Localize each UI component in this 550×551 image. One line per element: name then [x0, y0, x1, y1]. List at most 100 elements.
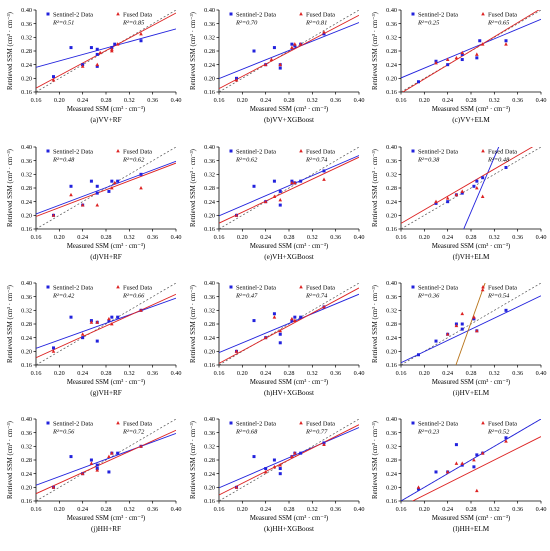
fused-point	[110, 451, 114, 455]
x-tick-label: 0.32	[124, 506, 135, 513]
fused-point	[234, 485, 239, 489]
x-tick-label: 0.28	[284, 506, 295, 513]
sentinel-fit-line	[219, 427, 359, 489]
sentinel-point	[95, 184, 99, 188]
legend-fused-marker	[481, 12, 485, 16]
x-tick-label: 0.32	[489, 370, 500, 377]
one-to-one-line	[36, 283, 176, 365]
legend-fused-marker	[299, 149, 303, 153]
y-tick-label: 0.28	[386, 48, 397, 55]
legend-sentinel-marker	[229, 149, 233, 153]
x-tick-label: 0.24	[442, 370, 453, 377]
y-tick-label: 0.40	[204, 280, 215, 287]
sentinel-point	[272, 179, 276, 183]
sentinel-point	[299, 451, 303, 455]
fused-point	[51, 213, 56, 217]
sentinel-point	[116, 179, 120, 183]
y-axis-label: Retrieved SSM (cm³ · cm⁻³)	[190, 12, 197, 90]
x-tick-label: 0.36	[147, 97, 158, 104]
y-tick-label: 0.36	[386, 21, 397, 28]
x-tick-label: 0.36	[330, 506, 341, 513]
sentinel-point	[69, 184, 73, 188]
x-tick-label: 0.40	[536, 370, 547, 377]
x-tick-label: 0.36	[147, 370, 158, 377]
y-tick-label: 0.20	[386, 213, 397, 220]
sentinel-point	[475, 179, 479, 183]
legend-fused-marker	[299, 285, 303, 289]
fused-point	[80, 203, 85, 207]
fused-point	[98, 50, 102, 55]
fused-point	[112, 180, 117, 185]
fused-point	[51, 349, 56, 353]
y-axis-label: Retrieved SSM (cm³ · cm⁻³)	[372, 12, 379, 90]
legend-fused-marker	[116, 285, 120, 289]
fused-point	[290, 454, 294, 458]
panel-caption: (a)VV+RF	[90, 116, 121, 124]
r2-fused: R²=0.85	[122, 20, 144, 27]
x-tick-label: 0.20	[419, 97, 430, 104]
x-axis-label: Measured SSM (cm³ · cm⁻³)	[250, 106, 328, 113]
sentinel-point	[293, 44, 297, 48]
x-tick-label: 0.32	[489, 97, 500, 104]
fused-point	[460, 50, 465, 55]
x-tick-label: 0.28	[101, 370, 112, 377]
fused-point	[480, 287, 485, 292]
fit-lines	[36, 283, 176, 365]
sentinel-point	[139, 172, 143, 176]
r2-fused: R²=0.54	[487, 293, 510, 300]
sentinel-point	[460, 463, 464, 467]
fit-lines	[36, 147, 176, 229]
legend-fused-label: Fused Data	[123, 421, 152, 428]
fused-point	[278, 62, 283, 67]
sentinel-point	[417, 353, 420, 357]
one-to-one-line	[219, 283, 359, 365]
x-tick-label: 0.40	[354, 370, 365, 377]
legend-sentinel-marker	[46, 12, 50, 16]
fused-point	[293, 180, 297, 185]
sentinel-point	[504, 166, 508, 169]
x-tick-label: 0.36	[512, 506, 523, 513]
y-tick-label: 0.16	[21, 498, 32, 505]
sentinel-point	[299, 315, 303, 319]
panel-caption: (g)VH+RF	[90, 389, 122, 397]
sentinel-point	[434, 201, 438, 205]
legend-sentinel-label: Sentinel-2 Data	[236, 421, 276, 428]
fit-lines	[401, 283, 541, 365]
y-tick-label: 0.40	[21, 144, 32, 151]
fused-fit-line	[36, 12, 176, 89]
y-tick-label: 0.20	[204, 349, 215, 356]
sentinel-point	[116, 451, 120, 455]
sentinel-point	[278, 66, 282, 70]
sentinel-point	[52, 75, 55, 79]
sentinel-fit-line	[401, 18, 541, 79]
r2-fused: R²=0.62	[122, 157, 145, 164]
y-tick-label: 0.32	[204, 35, 215, 42]
fused-point	[322, 304, 326, 309]
y-tick-label: 0.36	[386, 294, 397, 301]
fused-point	[278, 328, 283, 333]
fused-point	[89, 461, 94, 465]
fused-fit-line	[455, 283, 486, 365]
y-tick-label: 0.20	[204, 213, 215, 220]
fused-fit-line	[402, 10, 540, 92]
fit-lines	[219, 419, 359, 501]
y-tick-label: 0.28	[21, 48, 32, 55]
x-tick-label: 0.28	[101, 97, 112, 104]
fused-point	[445, 332, 450, 336]
fused-point	[80, 471, 85, 476]
x-tick-label: 0.20	[54, 506, 65, 513]
sentinel-point	[278, 467, 282, 471]
legend-sentinel-marker	[411, 149, 415, 153]
sentinel-point	[252, 455, 256, 459]
fused-point	[95, 62, 100, 67]
fused-point	[234, 349, 239, 353]
y-tick-label: 0.32	[204, 444, 215, 451]
sentinel-point	[110, 315, 114, 319]
legend-sentinel-label: Sentinel-2 Data	[236, 12, 276, 19]
sentinel-point	[475, 56, 479, 60]
legend-sentinel-marker	[46, 421, 50, 425]
panel-d: 0.16 0.20 0.24 0.28 0.32 0.36 0.40 0.16 0.20 0.24…	[7, 144, 181, 261]
fused-point	[293, 451, 297, 455]
y-tick-label: 0.40	[204, 7, 215, 14]
y-axis-label: Retrieved SSM (cm³ · cm⁻³)	[190, 285, 197, 363]
